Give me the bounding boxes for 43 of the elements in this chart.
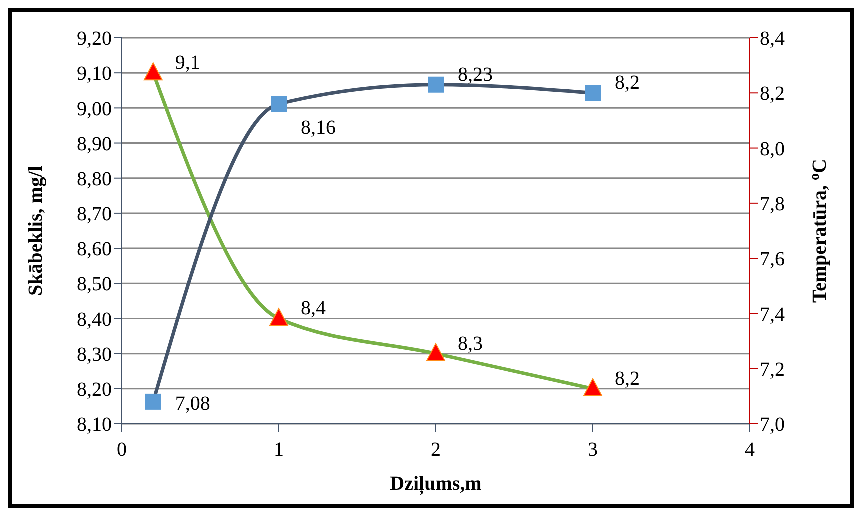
y-tick-label: 8,10 [77, 414, 112, 436]
data-label: 8,2 [615, 368, 640, 390]
y2-tick-label: 8,2 [760, 83, 785, 106]
y2-tick-label: 7,6 [760, 248, 785, 271]
point [145, 394, 162, 410]
y-axis-title: Skābeklis, mg/l [25, 166, 47, 296]
y-tick-label: 8,90 [77, 133, 112, 156]
data-label: 9,1 [175, 52, 200, 74]
x-tick-label: 1 [274, 439, 284, 462]
y2-tick-label: 8,4 [760, 28, 785, 50]
x-axis-title: Dziļums,m [390, 473, 482, 496]
point [271, 96, 287, 112]
y2-tick-label: 7,8 [760, 194, 785, 216]
x-tick-label: 2 [431, 439, 441, 462]
point [144, 62, 163, 81]
x-tick-label: 0 [117, 439, 127, 462]
point [584, 378, 602, 396]
data-label: 7,08 [175, 392, 210, 415]
point [428, 76, 444, 93]
y-tick-label: 8,50 [77, 274, 112, 296]
y-tick-label: 8,30 [77, 344, 112, 366]
y2-tick-label: 7,4 [760, 304, 785, 326]
y-tick-label: 8,40 [77, 308, 112, 331]
y-tick-label: 8,20 [77, 379, 112, 402]
y-tick-label: 9,10 [77, 63, 112, 86]
point [270, 308, 288, 326]
data-label: 8,16 [301, 117, 336, 140]
y-tick-label: 9,00 [77, 98, 112, 120]
data-label: 8,3 [458, 332, 483, 355]
y-tick-label: 9,20 [77, 28, 112, 50]
y-tick-label: 8,60 [77, 238, 112, 261]
point [585, 85, 601, 102]
y2-tick-label: 7,2 [760, 358, 785, 381]
data-label: 8,2 [615, 72, 640, 94]
x-tick-label: 3 [588, 439, 598, 462]
y-tick-label: 8,80 [77, 168, 112, 190]
y2-tick-label: 7,0 [760, 414, 785, 436]
point [426, 343, 446, 362]
data-label: 8,4 [301, 298, 326, 320]
x-tick-label: 4 [745, 439, 755, 462]
data-label: 8,23 [458, 64, 493, 86]
y2-tick-label: 8,0 [760, 138, 785, 160]
y-tick-label: 8,70 [77, 204, 112, 226]
